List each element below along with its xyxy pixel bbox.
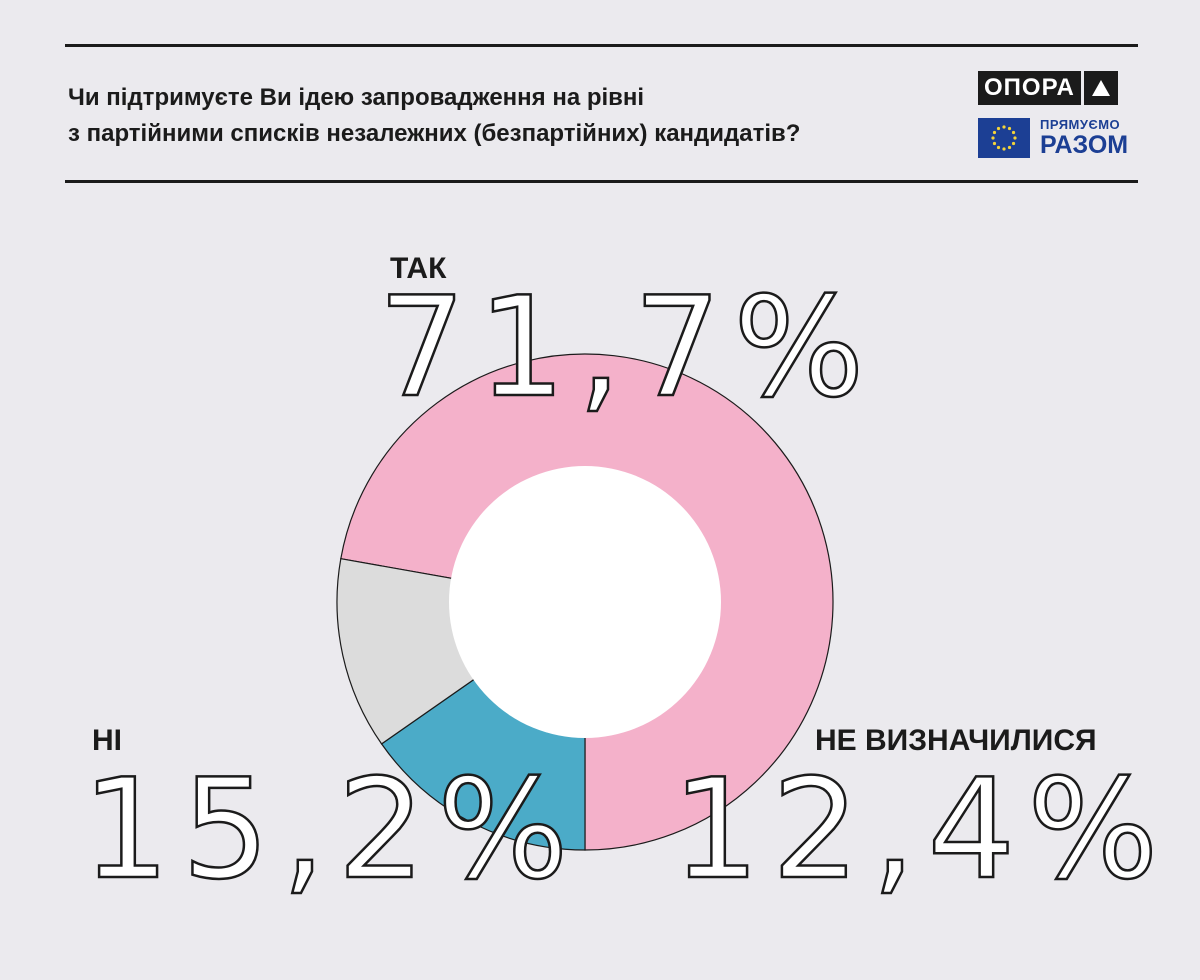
triangle-icon [1083,71,1118,105]
eu-logo-line-2: РАЗОМ [1040,131,1129,159]
eu-star-icon [996,145,1001,150]
bottom-rule [65,180,1138,183]
eu-star-icon [1007,126,1012,131]
label-undecided: НЕ ВИЗНАЧИЛИСЯ [815,724,1097,757]
eu-star-icon [1013,136,1017,140]
eu-star-icon [992,141,997,146]
title-line-1: Чи підтримуєте Ви ідею запровадження на … [68,84,645,111]
label-ni: НІ [92,724,122,757]
donut-hole [449,466,721,738]
eu-star-icon [1011,141,1016,146]
page-title: Чи підтримуєте Ви ідею запровадження на … [68,80,928,152]
eu-logo: ПРЯМУЄМО РАЗОМ [978,118,1128,158]
eu-star-icon [992,130,997,135]
value-tak: 71,7% [378,267,876,428]
eu-star-icon [1002,147,1006,151]
eu-star-icon [1011,130,1016,135]
eu-star-icon [996,126,1001,131]
eu-star-icon [1002,125,1006,129]
label-tak: ТАК [390,252,447,285]
eu-flag-icon [978,118,1030,158]
opora-logo-text: ОПОРА [978,71,1081,105]
value-undecided: 12,4% [672,749,1170,910]
eu-star-icon [1007,145,1012,150]
opora-logo: ОПОРА [978,71,1118,105]
title-line-2: з партійними списків незалежних (безпарт… [68,120,801,147]
eu-logo-line-1: ПРЯМУЄМО [1040,117,1121,132]
eu-star-icon [991,136,995,140]
top-rule [65,44,1138,47]
value-ni: 15,2% [82,749,580,910]
